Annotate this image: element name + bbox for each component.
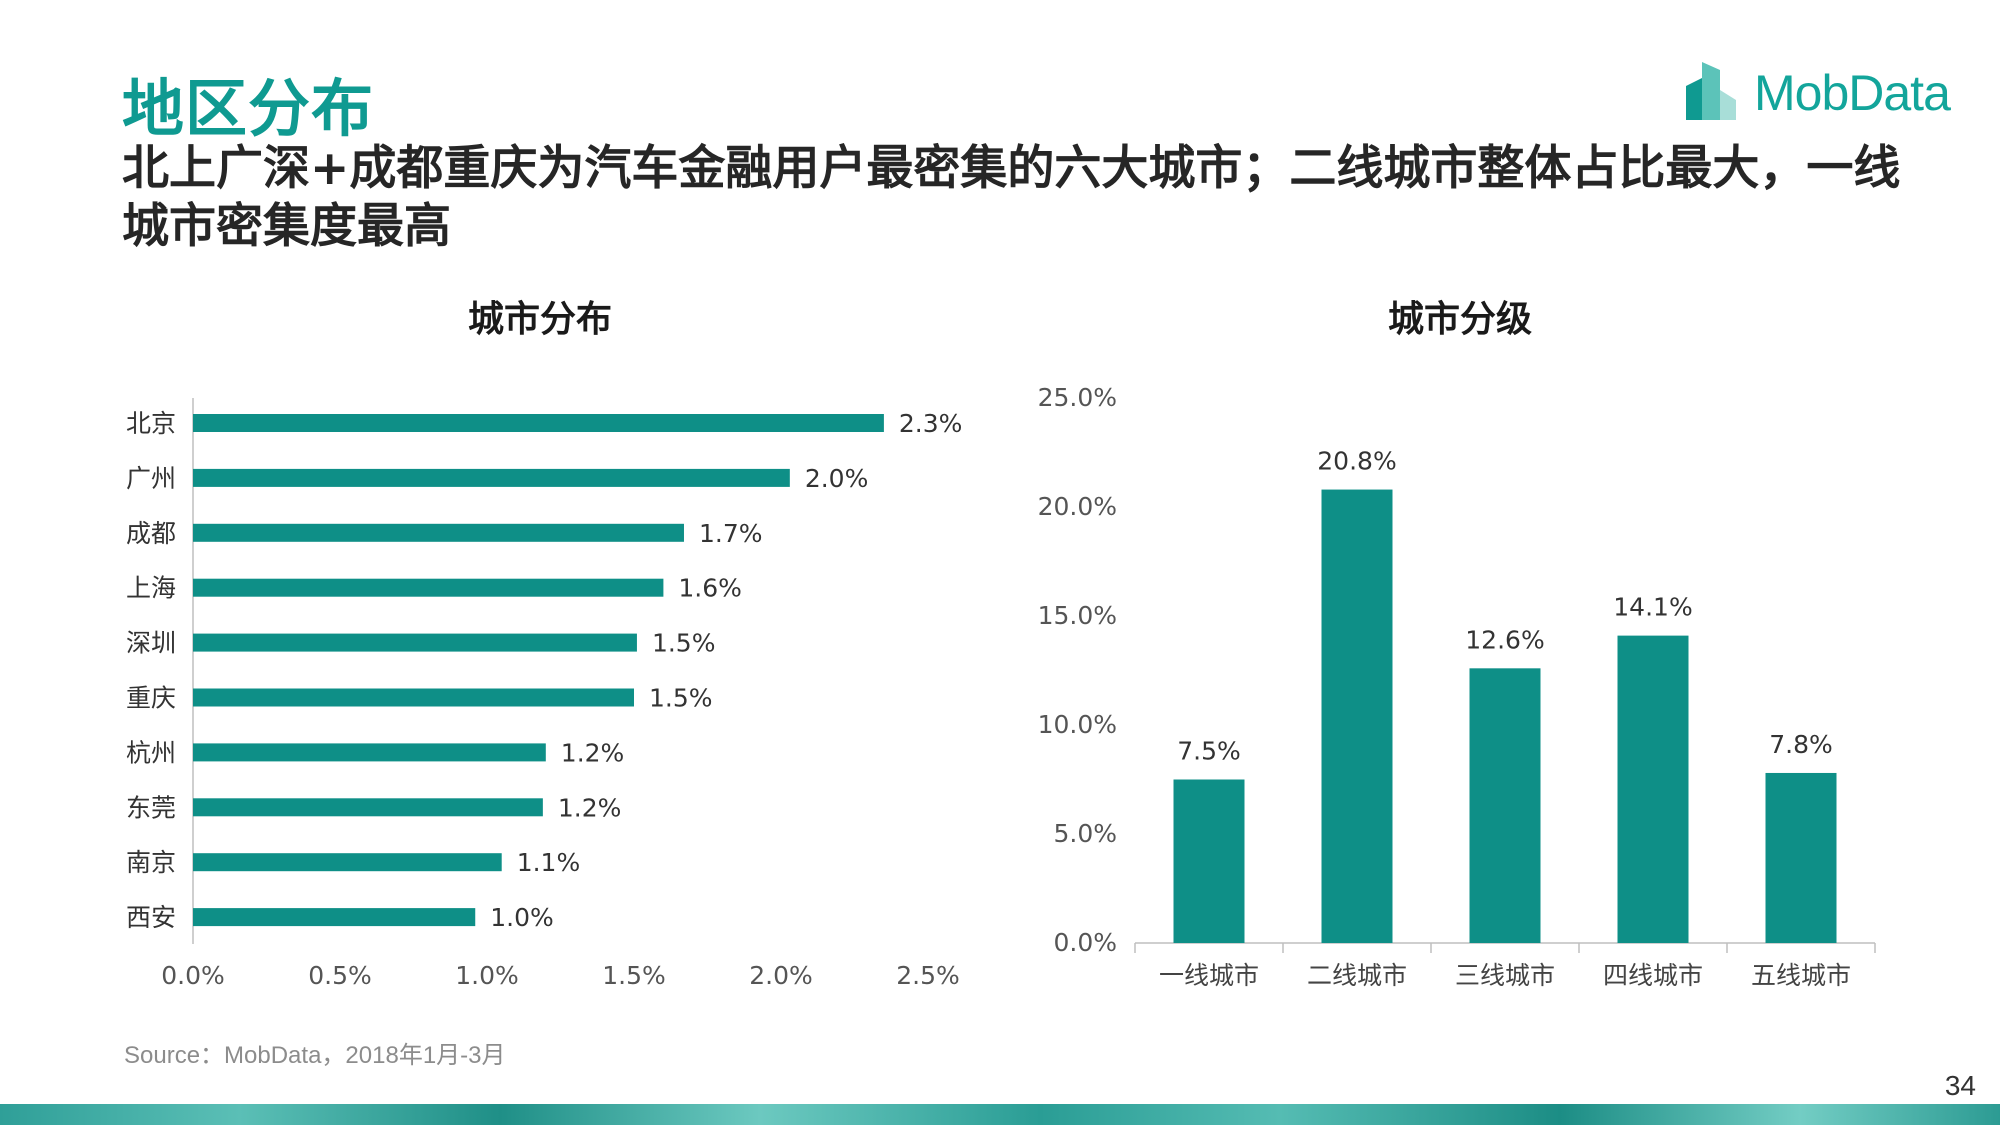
data-label: 1.5%	[652, 629, 716, 658]
data-label: 1.5%	[649, 684, 713, 713]
x-tick-label: 2.5%	[896, 961, 960, 990]
category-label: 重庆	[126, 684, 176, 713]
bar-杭州	[193, 743, 546, 762]
chart-title-city-tier: 城市分级	[1387, 299, 1532, 340]
bar-三线城市	[1469, 668, 1541, 943]
data-label: 1.2%	[561, 738, 625, 767]
category-label: 杭州	[126, 738, 176, 767]
bar-西安	[193, 908, 476, 927]
bar-四线城市	[1617, 635, 1689, 943]
bar-五线城市	[1765, 772, 1837, 943]
source-note: Source：MobData，2018年1月-3月	[124, 1042, 506, 1069]
data-label: 1.1%	[517, 848, 581, 877]
y-tick-label: 10.0%	[1038, 710, 1117, 739]
x-tick-label: 2.0%	[749, 961, 813, 990]
mobdata-logo-icon	[1686, 62, 1736, 120]
bar-北京	[193, 414, 884, 432]
bar-东莞	[193, 798, 543, 817]
data-label: 1.6%	[678, 574, 742, 603]
bar-上海	[193, 578, 664, 597]
bar-二线城市	[1321, 489, 1393, 943]
data-label: 1.0%	[490, 903, 554, 932]
bar-广州	[193, 468, 790, 487]
x-tick-label: 0.5%	[308, 961, 372, 990]
category-label: 广州	[126, 464, 176, 493]
bottom-decorative-band	[0, 1104, 2000, 1125]
y-tick-label: 15.0%	[1038, 601, 1117, 630]
x-tick-label: 0.0%	[161, 961, 225, 990]
category-label: 南京	[126, 848, 176, 877]
bar-一线城市	[1173, 779, 1245, 943]
y-tick-label: 25.0%	[1038, 383, 1117, 412]
data-label: 14.1%	[1613, 593, 1692, 622]
page-title: 地区分布	[122, 72, 375, 145]
category-label: 东莞	[126, 793, 176, 822]
data-label: 1.2%	[558, 793, 622, 822]
x-tick-label: 1.0%	[455, 961, 519, 990]
logo-text: MobData	[1754, 65, 1951, 121]
data-label: 2.0%	[805, 464, 869, 493]
category-label: 五线城市	[1751, 961, 1851, 990]
category-label: 西安	[126, 903, 176, 932]
chart-title-city-distribution: 城市分布	[467, 299, 612, 340]
category-label: 二线城市	[1307, 961, 1407, 990]
category-label: 深圳	[126, 629, 176, 658]
category-label: 三线城市	[1455, 961, 1555, 990]
data-label: 12.6%	[1465, 625, 1544, 654]
bar-重庆	[193, 688, 634, 707]
bar-深圳	[193, 633, 637, 652]
data-label: 1.7%	[699, 519, 763, 548]
page-number: 34	[1944, 1070, 1976, 1101]
data-label: 20.8%	[1317, 447, 1396, 476]
charts-canvas: 北京 2.3% 广州 2.0% 成都 1.7% 上海 1.6% 深圳 1.5% 重庆 1.5% 杭州 1.…	[126, 383, 1876, 990]
bar-南京	[193, 853, 502, 872]
y-tick-label: 20.0%	[1038, 492, 1117, 521]
category-label: 一线城市	[1159, 961, 1259, 990]
category-label: 四线城市	[1603, 961, 1703, 990]
y-tick-label: 5.0%	[1053, 819, 1117, 848]
data-label: 7.5%	[1177, 737, 1241, 766]
y-tick-label: 0.0%	[1053, 928, 1117, 957]
bar-成都	[193, 523, 684, 542]
category-label: 北京	[126, 409, 176, 438]
data-label: 7.8%	[1769, 730, 1833, 759]
category-label: 上海	[126, 574, 176, 603]
brand-logo: MobData	[1682, 60, 1972, 124]
data-label: 2.3%	[899, 409, 963, 438]
x-tick-label: 1.5%	[602, 961, 666, 990]
category-label: 成都	[126, 519, 176, 548]
page-subtitle: 北上广深+成都重庆为汽车金融用户最密集的六大城市；二线城市整体占比最大，一线城市…	[122, 141, 1901, 254]
